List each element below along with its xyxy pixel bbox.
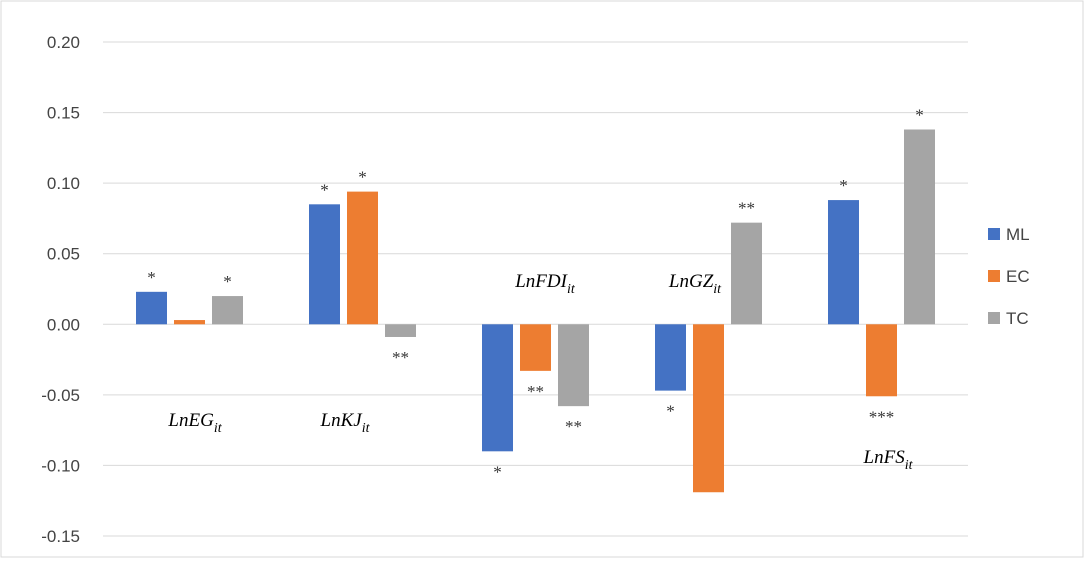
y-tick-label: 0.10 [47, 174, 80, 193]
significance-label: ** [392, 348, 409, 367]
bar-ec-lnkj [347, 191, 378, 325]
bar-ml-lnkj [309, 204, 340, 325]
category-subscript: it [905, 458, 914, 473]
significance-label: *** [869, 407, 895, 426]
y-axis: 0.20 0.15 0.10 0.05 0.00 -0.05 -0.10 -0.15 [41, 33, 80, 546]
category-base: LnKJ [320, 410, 364, 431]
bar-tc-lngz [731, 222, 762, 325]
significance-label: * [666, 402, 675, 421]
significance-label: ** [738, 199, 755, 218]
bar-ec-lnfdi [520, 324, 551, 371]
y-tick-label: 0.20 [47, 33, 80, 52]
significance-label: * [839, 176, 848, 195]
category-label-lngz: LnGZit [668, 271, 722, 297]
category-subscript: it [214, 421, 223, 436]
category-label-lnfdi: LnFDIit [514, 271, 576, 297]
legend-swatch-tc [988, 312, 1000, 324]
legend: ML EC TC [988, 225, 1030, 328]
significance-label: * [147, 268, 156, 287]
category-label-lneg: LnEGit [167, 410, 222, 436]
significance-label: * [320, 180, 329, 199]
bars [136, 129, 935, 493]
significance-label: * [223, 272, 232, 291]
category-base: LnFS [863, 447, 906, 468]
bar-ml-lneg [136, 291, 167, 325]
bar-ml-lnfdi [482, 324, 513, 452]
category-subscript: it [362, 421, 371, 436]
bar-tc-lnkj [385, 324, 416, 337]
y-tick-label: 0.15 [47, 104, 80, 123]
bar-ec-lneg [174, 320, 205, 325]
category-label-lnkj: LnKJit [320, 410, 371, 436]
legend-label-tc: TC [1006, 309, 1029, 328]
bar-ec-lngz [693, 324, 724, 493]
category-base: LnGZ [668, 271, 714, 292]
category-subscript: it [567, 282, 576, 297]
significance-label: * [915, 106, 924, 125]
bar-ec-lnfs [866, 324, 897, 397]
significance-label: * [493, 462, 502, 481]
significance-label: ** [565, 417, 582, 436]
legend-label-ml: ML [1006, 225, 1030, 244]
category-subscript: it [713, 282, 722, 297]
y-tick-label: 0.05 [47, 245, 80, 264]
legend-label-ec: EC [1006, 267, 1030, 286]
y-tick-label: -0.05 [41, 386, 80, 405]
legend-swatch-ec [988, 270, 1000, 282]
bar-ml-lngz [655, 324, 686, 391]
bar-tc-lnfdi [558, 324, 589, 407]
significance-labels: ******************* [147, 106, 924, 482]
y-tick-label: -0.10 [41, 456, 80, 475]
y-tick-label: 0.00 [47, 315, 80, 334]
category-base: LnEG [167, 410, 214, 431]
significance-label: ** [527, 382, 544, 401]
significance-label: * [358, 168, 367, 187]
bar-tc-lnfs [904, 129, 935, 325]
bar-ml-lnfs [828, 200, 859, 325]
legend-swatch-ml [988, 228, 1000, 240]
category-base: LnFDI [514, 271, 568, 292]
category-label-lnfs: LnFSit [863, 447, 914, 473]
y-tick-label: -0.15 [41, 527, 80, 546]
bar-tc-lneg [212, 296, 243, 325]
